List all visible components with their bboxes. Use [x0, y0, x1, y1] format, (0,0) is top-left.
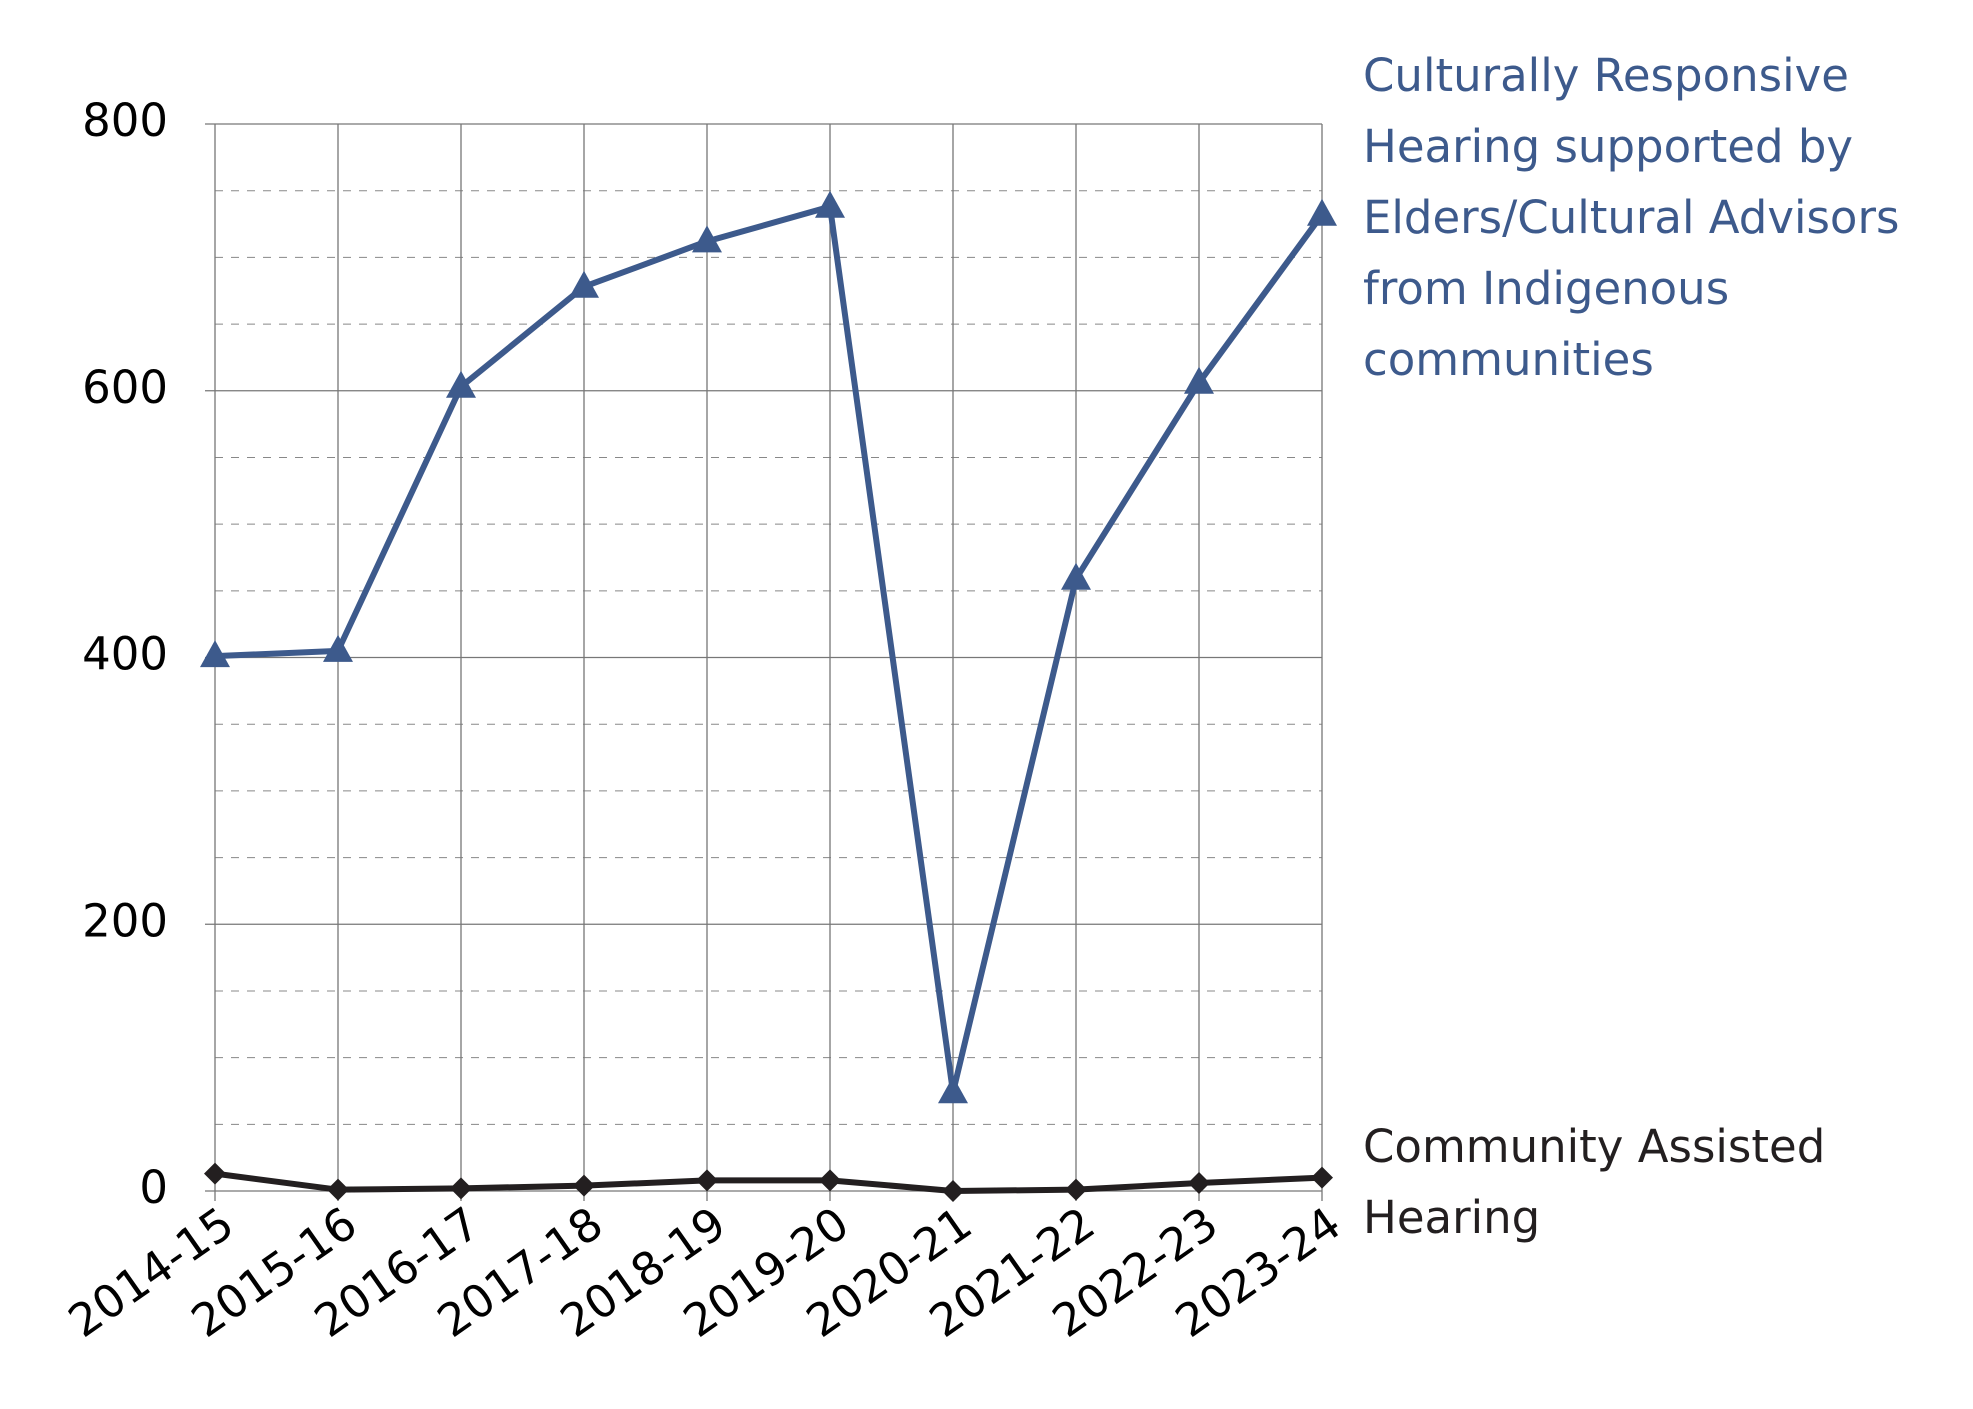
marker: [1311, 1166, 1333, 1189]
series-label: Community Assisted Hearing: [1363, 1120, 1826, 1244]
marker: [323, 634, 353, 662]
series-line: [214, 203, 1325, 1096]
marker: [1065, 1178, 1087, 1201]
marker: [1184, 366, 1214, 394]
y-tick-label: 400: [82, 628, 168, 681]
marker: [1307, 198, 1337, 226]
marker: [938, 1076, 968, 1104]
series-line: [214, 1170, 1323, 1194]
y-tick-label: 0: [139, 1161, 168, 1214]
y-tick-label: 200: [82, 894, 168, 947]
marker: [1188, 1171, 1210, 1194]
marker: [569, 270, 599, 298]
marker: [200, 640, 230, 668]
series-label: Culturally Responsive Hearing supported …: [1363, 49, 1900, 386]
marker: [692, 225, 722, 253]
y-tick-label: 600: [82, 361, 168, 414]
marker: [1061, 562, 1091, 590]
marker: [573, 1174, 595, 1197]
marker: [204, 1162, 226, 1185]
marker: [696, 1169, 718, 1192]
marker: [327, 1178, 349, 1201]
marker: [819, 1169, 841, 1192]
y-tick-label: 800: [82, 94, 168, 147]
marker: [815, 190, 845, 218]
marker: [446, 370, 476, 398]
marker: [942, 1180, 964, 1202]
marker: [450, 1177, 472, 1200]
